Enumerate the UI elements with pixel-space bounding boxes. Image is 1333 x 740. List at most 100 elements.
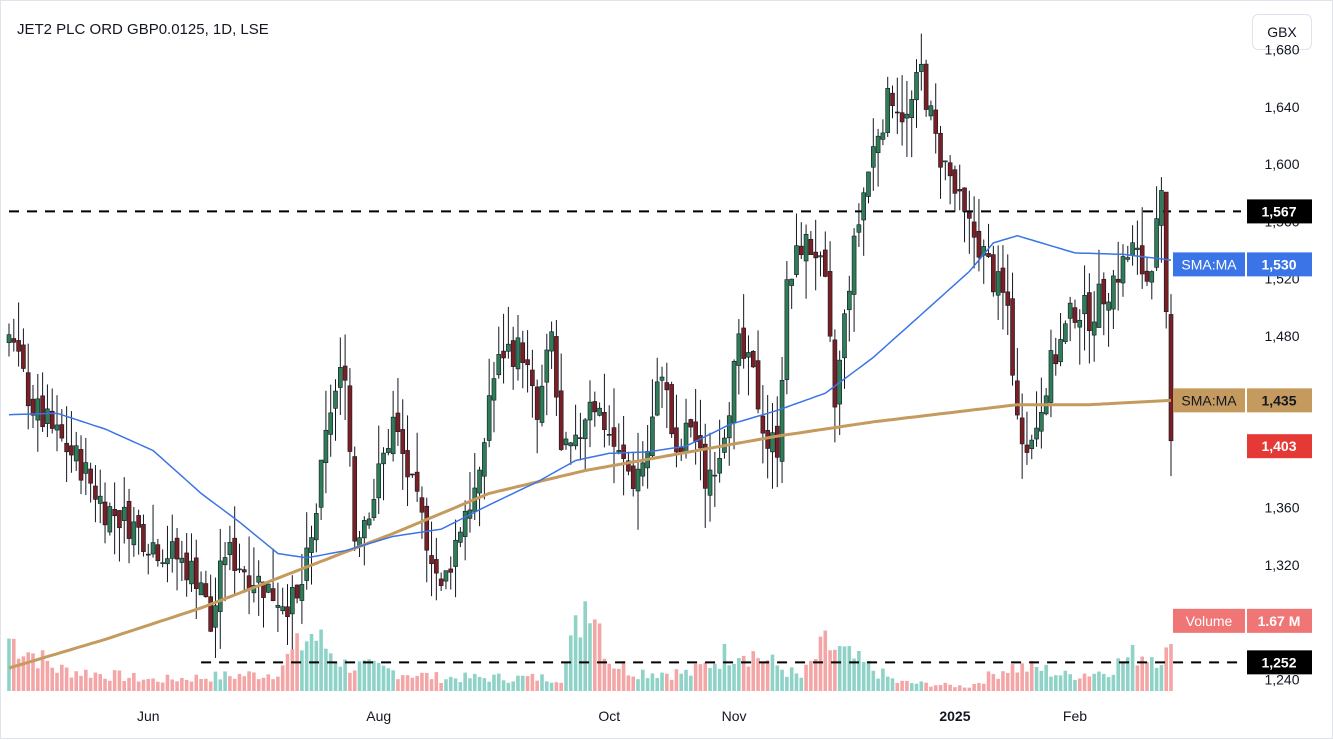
candle-body xyxy=(755,360,761,410)
candle-body xyxy=(54,424,60,431)
volume-bar xyxy=(21,656,26,691)
volume-bar xyxy=(1005,672,1010,691)
volume-bar xyxy=(84,669,88,691)
volume-bar xyxy=(1029,660,1034,691)
candle-body xyxy=(760,415,766,434)
candle-body xyxy=(275,605,281,608)
candle-body xyxy=(923,63,929,110)
candle-body xyxy=(126,500,132,539)
candle-body xyxy=(712,474,718,477)
candle-body xyxy=(976,230,982,258)
volume-bar xyxy=(631,676,636,691)
candle-body xyxy=(544,349,550,383)
volume-bar xyxy=(741,655,746,691)
y-tick-label: 1,240 xyxy=(1264,672,1299,688)
candle-body xyxy=(429,555,434,565)
candle-body xyxy=(947,162,953,177)
volume-bar xyxy=(45,660,50,691)
volume-bar xyxy=(780,669,784,691)
y-tick-label: 1,360 xyxy=(1264,500,1299,516)
volume-bar xyxy=(1082,673,1087,691)
candle-body xyxy=(491,378,497,401)
candle-body xyxy=(285,606,290,617)
volume-bar xyxy=(136,681,141,691)
volume-bar xyxy=(866,660,871,691)
volume-bar xyxy=(1111,674,1116,691)
candle-body xyxy=(1135,247,1140,250)
volume-bar xyxy=(900,680,904,691)
candle-body xyxy=(1082,295,1087,315)
candle-body xyxy=(530,369,535,387)
candle-body xyxy=(1053,354,1059,365)
candle-body xyxy=(102,501,108,526)
currency-button[interactable]: GBX xyxy=(1252,14,1312,50)
volume-bar xyxy=(1106,677,1111,691)
candle-body xyxy=(280,606,285,612)
sma-short-name: SMA:MA xyxy=(1181,256,1237,272)
volume-bar xyxy=(818,636,823,691)
volume-bar xyxy=(962,687,967,691)
chart-title: JET2 PLC ORD GBP0.0125, 1D, LSE xyxy=(17,21,269,38)
candle-body xyxy=(726,415,732,439)
candle-body xyxy=(688,419,694,428)
candle-body xyxy=(366,518,372,526)
candle-body xyxy=(895,111,900,114)
volume-bar xyxy=(1135,665,1140,691)
last-price-value: 1,403 xyxy=(1261,438,1296,454)
candle-body xyxy=(885,87,891,133)
volume-bar xyxy=(12,638,16,691)
candle-body xyxy=(554,336,559,398)
candle-body xyxy=(434,559,439,574)
candle-body xyxy=(525,359,530,366)
volume-bar xyxy=(444,679,448,691)
candle-body xyxy=(477,469,482,494)
candle-body xyxy=(169,541,175,559)
candle-body xyxy=(789,278,794,286)
candle-body xyxy=(49,410,55,429)
candle-body xyxy=(899,112,905,123)
candle-body xyxy=(179,557,185,563)
volume-bar xyxy=(583,601,587,691)
volume-bar xyxy=(463,672,467,691)
volume-bar xyxy=(986,671,991,691)
volume-bar xyxy=(669,679,674,691)
sma-short-name-badge xyxy=(1173,252,1245,277)
volume-bar xyxy=(487,681,491,691)
volume-bar xyxy=(405,675,410,691)
volume-bar xyxy=(722,643,727,691)
candle-body xyxy=(967,212,972,219)
candle-body xyxy=(1163,191,1169,313)
volume-name-badge xyxy=(1173,608,1245,633)
candle-body xyxy=(1096,283,1102,328)
volume-bar xyxy=(1121,662,1125,691)
candle-body xyxy=(482,442,487,477)
volume-bar xyxy=(60,664,64,691)
volume-bar xyxy=(938,685,943,691)
volume-bar xyxy=(708,668,712,691)
volume-bar xyxy=(271,679,275,691)
candle-body xyxy=(16,340,21,352)
volume-bar xyxy=(785,676,789,691)
candle-body xyxy=(650,416,655,457)
volume-bar xyxy=(247,671,251,691)
volume-bar xyxy=(535,680,539,691)
candle-body xyxy=(78,449,84,481)
candle-body xyxy=(1072,307,1078,323)
candle-body xyxy=(217,560,223,612)
volume-bar xyxy=(1044,664,1048,691)
volume-bar xyxy=(98,674,103,691)
candle-body xyxy=(851,235,857,295)
candle-body xyxy=(1130,242,1135,256)
volume-bar xyxy=(448,676,453,691)
volume-bar xyxy=(88,677,93,691)
volume-bar xyxy=(909,683,914,691)
candle-body xyxy=(1058,339,1063,363)
candle-body xyxy=(496,354,502,376)
volume-bar xyxy=(732,663,736,691)
candle-body xyxy=(597,407,602,416)
candle-body xyxy=(909,99,915,119)
candle-body xyxy=(45,408,50,424)
level-1567-badge xyxy=(1247,199,1312,224)
